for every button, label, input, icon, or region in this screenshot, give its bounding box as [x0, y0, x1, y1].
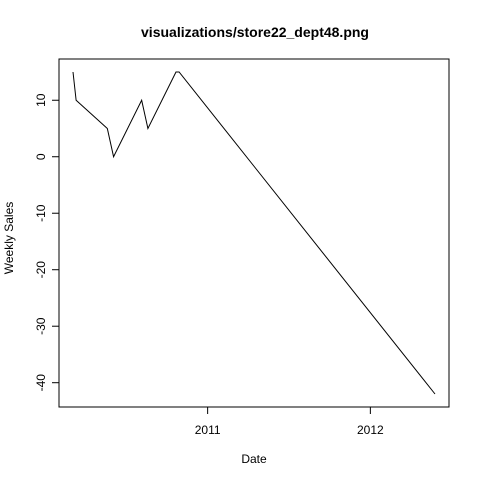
- series-line: [72, 71, 436, 395]
- y-tick-label: -30: [34, 317, 48, 335]
- y-tick-label: 10: [34, 93, 48, 107]
- plot-area-border: [58, 58, 450, 408]
- y-tick-label: 0: [34, 153, 48, 160]
- y-tick-label: -10: [34, 204, 48, 222]
- x-axis-label: Date: [241, 452, 267, 466]
- x-tick-label: 2012: [357, 423, 384, 437]
- x-tick-label: 2011: [195, 423, 221, 437]
- y-tick-label: -20: [34, 261, 48, 279]
- y-tick-label: -40: [34, 374, 48, 392]
- x-axis: 2011 2012: [195, 407, 384, 437]
- y-axis-label: Weekly Sales: [2, 202, 16, 274]
- series-layer: [72, 71, 436, 395]
- y-axis: -40 -30 -20 -10 0 10: [34, 93, 59, 391]
- chart-title: visualizations/store22_dept48.png: [141, 24, 369, 40]
